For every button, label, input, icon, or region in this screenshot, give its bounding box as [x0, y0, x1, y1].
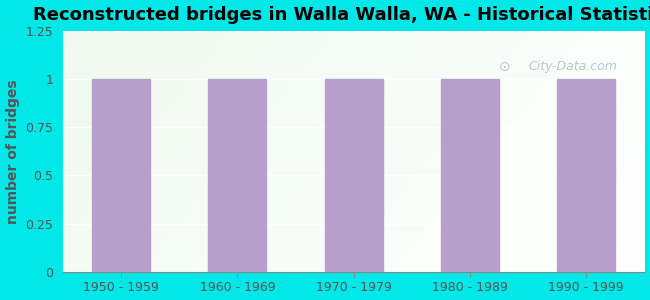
Bar: [208, 79, 266, 272]
Bar: [324, 79, 383, 272]
Text: ⊙: ⊙: [499, 60, 511, 74]
Bar: [441, 79, 499, 272]
Bar: [92, 79, 150, 272]
Title: Reconstructed bridges in Walla Walla, WA - Historical Statistics: Reconstructed bridges in Walla Walla, WA…: [33, 6, 650, 24]
Y-axis label: number of bridges: number of bridges: [6, 79, 20, 224]
Text: City-Data.com: City-Data.com: [528, 60, 617, 73]
Bar: [557, 79, 616, 272]
